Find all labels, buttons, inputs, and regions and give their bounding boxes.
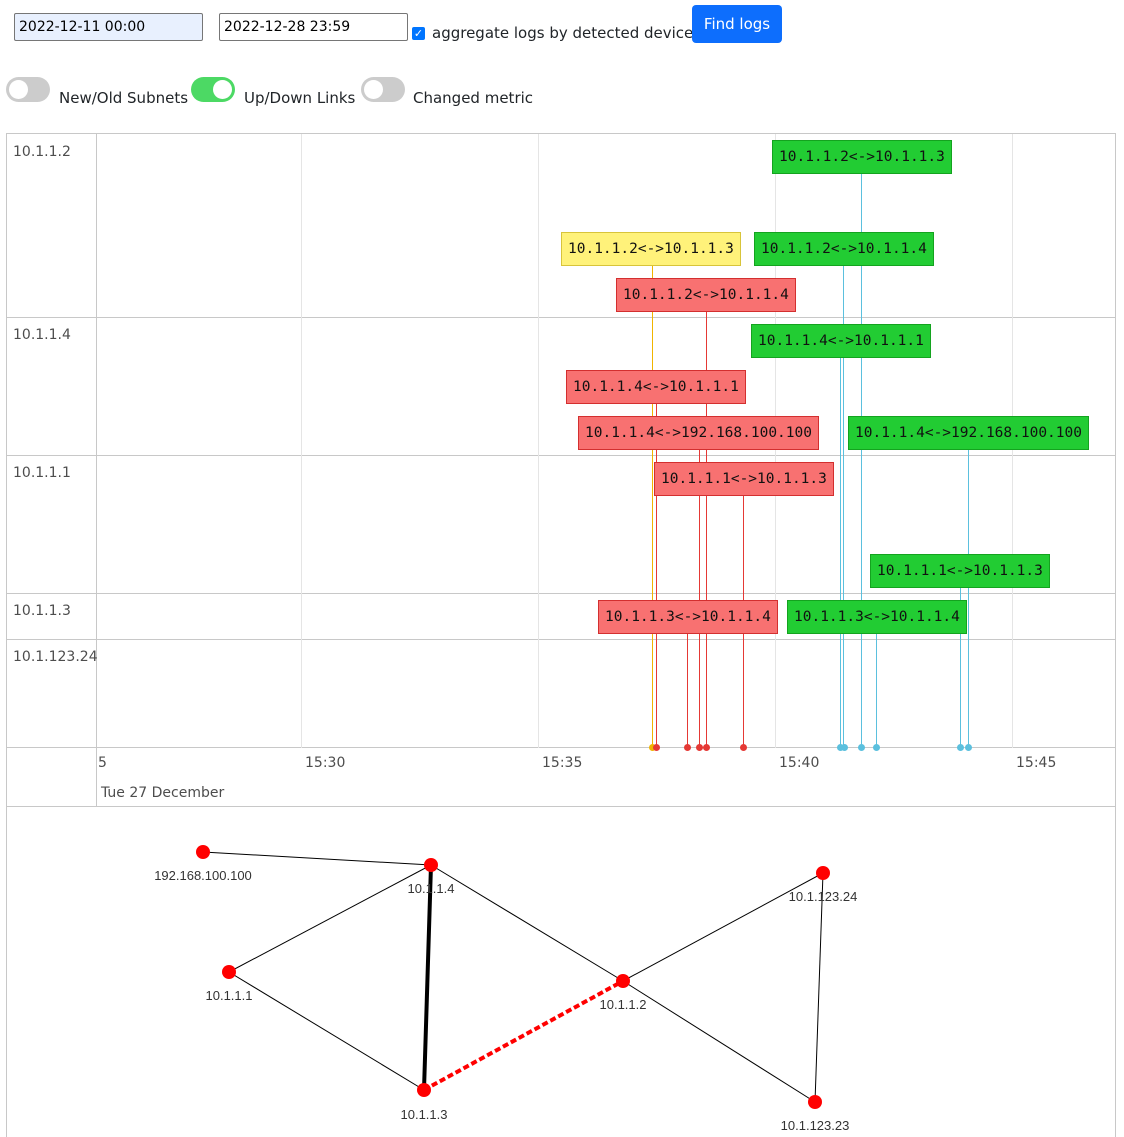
toggle-up-down-links[interactable]	[191, 77, 235, 102]
event-marker[interactable]	[841, 744, 848, 751]
event-link-up[interactable]: 10.1.1.4<->10.1.1.1	[751, 324, 931, 358]
event-stem	[968, 434, 969, 748]
event-timeline[interactable]: 10.1.1.2 10.1.1.4 10.1.1.1 10.1.1.3 10.1…	[6, 133, 1116, 807]
node-label: 10.1.123.24	[789, 889, 858, 904]
graph-node[interactable]	[816, 866, 830, 880]
graph-link-down[interactable]	[423, 979, 624, 1092]
node-label: 10.1.1.3	[401, 1107, 448, 1122]
event-stem	[843, 250, 844, 748]
graph-node[interactable]	[616, 974, 630, 988]
group-label-10-1-123-24: 10.1.123.24	[13, 649, 98, 665]
toggle-new-old-subnets[interactable]	[6, 77, 50, 102]
group-divider	[7, 593, 1115, 594]
group-divider	[7, 455, 1115, 456]
node-label: 10.1.1.1	[206, 988, 253, 1003]
axis-date-label: Tue 27 December	[101, 785, 225, 801]
event-link-down[interactable]: 10.1.1.2<->10.1.1.4	[616, 278, 796, 312]
toggle-knob	[364, 80, 383, 99]
group-divider	[7, 639, 1115, 640]
toggle-knob	[9, 80, 28, 99]
graph-link[interactable]	[622, 872, 824, 982]
grid-line	[538, 134, 539, 748]
event-stem	[687, 618, 688, 748]
toggle-label-up-down-links: Up/Down Links	[244, 89, 356, 107]
event-marker[interactable]	[740, 744, 747, 751]
event-stem	[840, 342, 841, 748]
event-stem	[652, 250, 653, 748]
group-label-10-1-1-4: 10.1.1.4	[13, 327, 71, 343]
graph-link[interactable]	[228, 864, 432, 973]
node-label: 10.1.1.2	[600, 997, 647, 1012]
event-link-up[interactable]: 10.1.1.2<->10.1.1.3	[772, 140, 952, 174]
graph-link[interactable]	[814, 872, 824, 1103]
date-to-input[interactable]	[219, 13, 408, 41]
grid-line	[301, 134, 302, 748]
axis-tick-label: 15:40	[779, 755, 820, 771]
toggle-changed-metric[interactable]	[361, 77, 405, 102]
graph-node[interactable]	[222, 965, 236, 979]
aggregate-checkbox[interactable]: ✓	[412, 26, 425, 40]
graph-link[interactable]	[622, 980, 816, 1103]
node-label: 192.168.100.100	[154, 868, 252, 883]
axis-tick-label: 15:45	[1016, 755, 1057, 771]
event-marker[interactable]	[696, 744, 703, 751]
graph-link[interactable]	[202, 851, 432, 866]
event-stem	[861, 158, 862, 748]
graph-node[interactable]	[417, 1083, 431, 1097]
event-marker[interactable]	[684, 744, 691, 751]
event-link-up[interactable]: 10.1.1.4<->192.168.100.100	[848, 416, 1089, 450]
toggle-knob	[213, 80, 232, 99]
event-link-down[interactable]: 10.1.1.4<->10.1.1.1	[566, 370, 746, 404]
event-metric-change[interactable]: 10.1.1.2<->10.1.1.3	[561, 232, 741, 266]
event-stem	[699, 434, 700, 748]
toggle-label-changed-metric: Changed metric	[413, 89, 534, 107]
graph-node[interactable]	[196, 845, 210, 859]
event-stem	[656, 388, 657, 748]
event-marker[interactable]	[837, 744, 844, 751]
event-marker[interactable]	[873, 744, 880, 751]
group-label-10-1-1-3: 10.1.1.3	[13, 603, 71, 619]
date-from-input[interactable]	[14, 13, 203, 41]
event-marker[interactable]	[965, 744, 972, 751]
event-link-up[interactable]: 10.1.1.2<->10.1.1.4	[754, 232, 934, 266]
event-stem	[960, 572, 961, 748]
axis-divider	[7, 747, 1115, 748]
aggregate-label: aggregate logs by detected device	[432, 24, 694, 42]
axis-tick-label: 15:35	[542, 755, 583, 771]
event-marker[interactable]	[649, 744, 656, 751]
event-link-down[interactable]: 10.1.1.4<->192.168.100.100	[578, 416, 819, 450]
event-link-down[interactable]: 10.1.1.1<->10.1.1.3	[654, 462, 834, 496]
event-marker[interactable]	[957, 744, 964, 751]
group-label-10-1-1-1: 10.1.1.1	[13, 465, 71, 481]
graph-node[interactable]	[808, 1095, 822, 1109]
event-link-down[interactable]: 10.1.1.3<->10.1.1.4	[598, 600, 778, 634]
aggregate-option[interactable]: ✓ aggregate logs by detected device	[412, 24, 693, 42]
graph-link[interactable]	[430, 864, 624, 982]
axis-tick-label: 15:30	[305, 755, 346, 771]
axis-tick-label: 5	[98, 755, 107, 771]
graph-node[interactable]	[424, 858, 438, 872]
node-label: 10.1.1.4	[408, 881, 455, 896]
event-link-up[interactable]: 10.1.1.3<->10.1.1.4	[787, 600, 967, 634]
toggle-label-new-old-subnets: New/Old Subnets	[59, 89, 189, 107]
graph-link[interactable]	[228, 971, 425, 1091]
graph-link-bold[interactable]	[422, 864, 433, 1091]
event-link-up[interactable]: 10.1.1.1<->10.1.1.3	[870, 554, 1050, 588]
event-marker[interactable]	[858, 744, 865, 751]
find-logs-button[interactable]: Find logs	[692, 5, 782, 43]
group-label-10-1-1-2: 10.1.1.2	[13, 144, 71, 160]
event-stem	[876, 618, 877, 748]
event-stem	[706, 296, 707, 748]
event-marker[interactable]	[653, 744, 660, 751]
node-label: 10.1.123.23	[781, 1118, 850, 1133]
event-marker[interactable]	[703, 744, 710, 751]
network-graph[interactable]: 192.168.100.100 10.1.1.4 10.1.1.1 10.1.1…	[6, 807, 1116, 1137]
label-column-divider	[96, 134, 97, 806]
group-divider	[7, 317, 1115, 318]
